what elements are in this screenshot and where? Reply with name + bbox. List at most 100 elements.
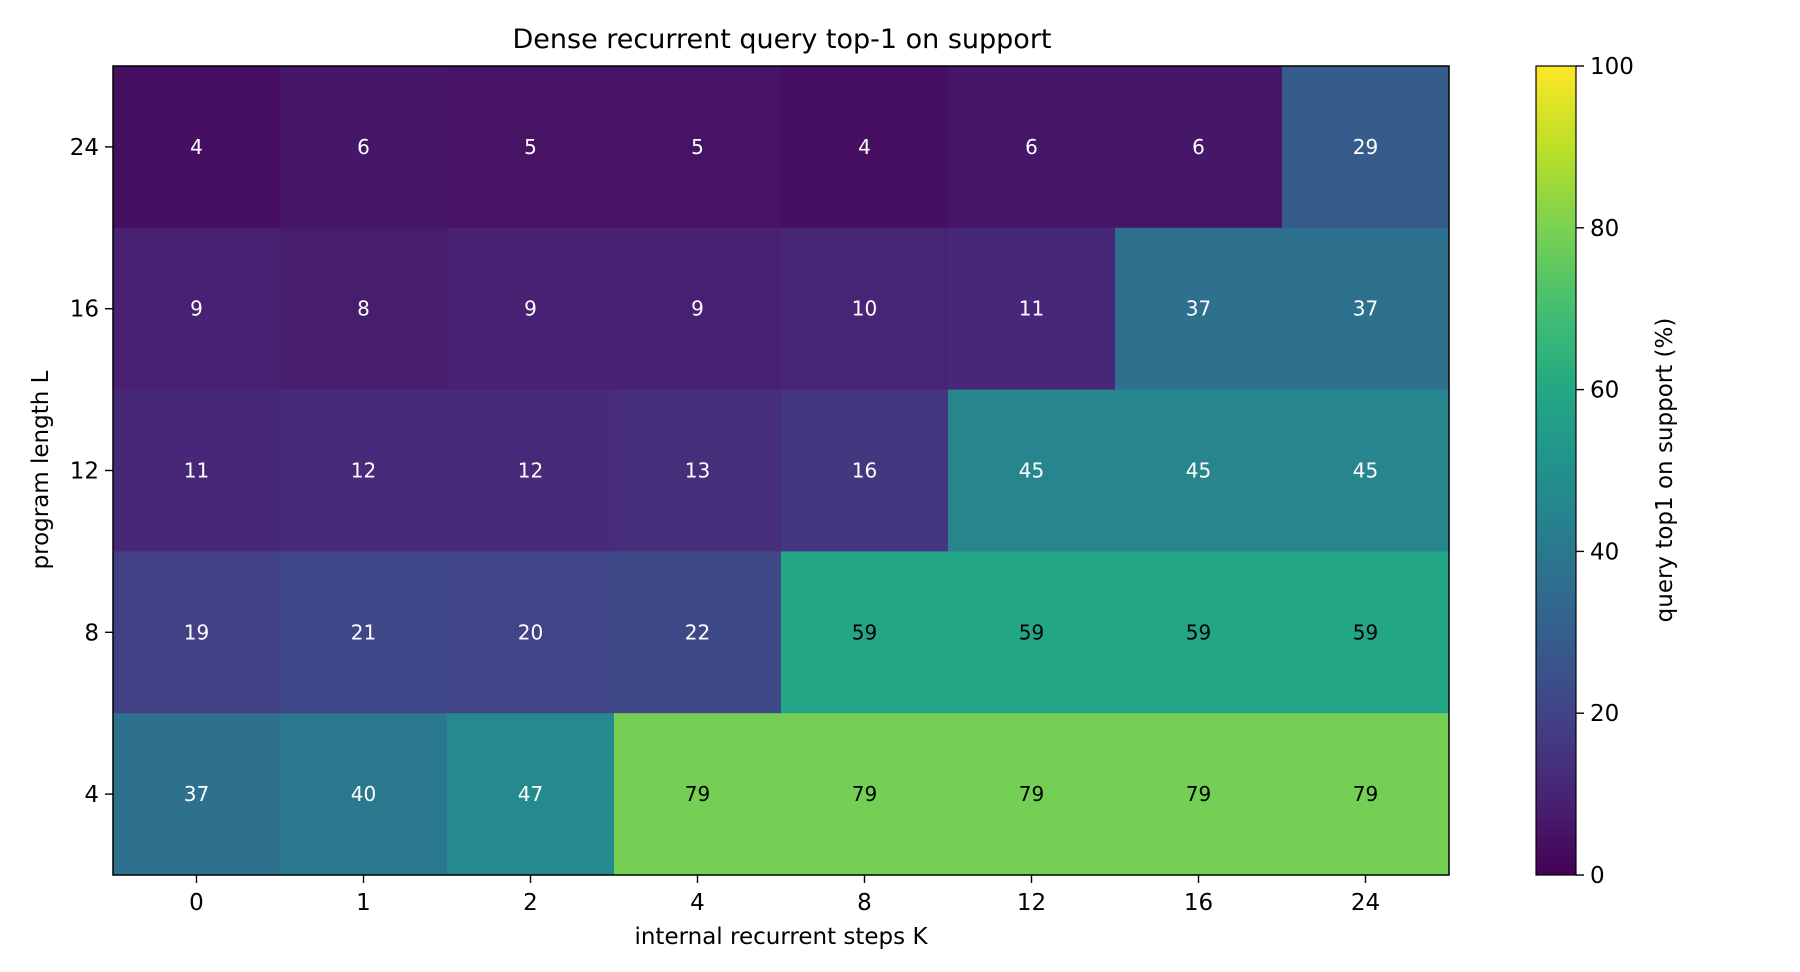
x-tick-label: 1 xyxy=(356,890,371,916)
cell-value-label: 79 xyxy=(1353,782,1378,806)
heatmap-cell xyxy=(447,66,615,229)
heatmap-cell xyxy=(447,551,615,714)
heatmap-cell xyxy=(1282,66,1450,229)
cell-value-label: 59 xyxy=(852,620,877,644)
heatmap-cell xyxy=(948,227,1116,391)
x-tick-label: 24 xyxy=(1351,890,1380,916)
heatmap-cell xyxy=(781,66,949,229)
heatmap-cell xyxy=(614,227,782,391)
colorbar-tick-label: 0 xyxy=(1590,863,1605,889)
heatmap-cell xyxy=(113,713,281,876)
heatmap-cell xyxy=(781,551,949,714)
heatmap-cell xyxy=(948,389,1116,552)
colorbar-tick-label: 100 xyxy=(1590,54,1634,80)
cell-value-label: 8 xyxy=(357,297,370,321)
heatmap-cell xyxy=(447,389,615,552)
heatmap-cell xyxy=(948,713,1116,876)
cell-value-label: 4 xyxy=(190,135,203,159)
chart-title: Dense recurrent query top-1 on support xyxy=(512,24,1051,55)
cell-value-label: 29 xyxy=(1353,135,1378,159)
x-tick-label: 0 xyxy=(189,890,204,916)
heatmap-cell xyxy=(447,713,615,876)
x-tick-label: 2 xyxy=(523,890,538,916)
heatmap-cell xyxy=(280,66,448,229)
colorbar-tick-label: 40 xyxy=(1590,539,1619,565)
heatmap-cells xyxy=(113,66,1450,876)
cell-value-label: 37 xyxy=(1186,297,1211,321)
heatmap-cell xyxy=(948,551,1116,714)
heatmap-cell xyxy=(614,389,782,552)
x-axis-label: internal recurrent steps K xyxy=(634,924,928,950)
y-tick-label: 4 xyxy=(84,782,99,808)
heatmap-cell xyxy=(614,713,782,876)
cell-value-label: 59 xyxy=(1019,620,1044,644)
cell-value-label: 37 xyxy=(1353,297,1378,321)
cell-value-label: 22 xyxy=(685,620,710,644)
heatmap-cell xyxy=(1282,227,1450,391)
heatmap-cell xyxy=(781,227,949,391)
colorbar-tick-label: 20 xyxy=(1590,701,1619,727)
cell-value-label: 13 xyxy=(685,459,710,483)
cell-value-label: 79 xyxy=(1186,782,1211,806)
cell-value-label: 45 xyxy=(1353,459,1378,483)
heatmap-cell xyxy=(280,389,448,552)
heatmap-cell xyxy=(1115,713,1283,876)
heatmap-cell xyxy=(1115,389,1283,552)
cell-value-label: 4 xyxy=(858,135,871,159)
cell-value-label: 6 xyxy=(1192,135,1205,159)
heatmap-cell xyxy=(1115,227,1283,391)
y-tick-label: 12 xyxy=(70,459,99,485)
heatmap-cell xyxy=(113,227,281,391)
x-axis-ticks: 0 1 2 4 8 12 16 24 xyxy=(189,875,1380,916)
colorbar-ticks: 0 20 40 60 80 100 xyxy=(1576,54,1634,889)
heatmap-cell xyxy=(113,389,281,552)
cell-value-label: 45 xyxy=(1019,459,1044,483)
heatmap-cell-labels: 4 6 5 5 4 6 6 29 9 8 9 9 10 11 37 37 11 12 12 13 16 45 45 45 19 2… xyxy=(184,135,1378,806)
heatmap-cell xyxy=(1115,66,1283,229)
y-axis-ticks: 24 16 12 8 4 xyxy=(70,135,113,808)
cell-value-label: 79 xyxy=(1019,782,1044,806)
colorbar xyxy=(1535,65,1577,876)
x-tick-label: 16 xyxy=(1184,890,1213,916)
heatmap-cell xyxy=(614,66,782,229)
colorbar-tick-label: 80 xyxy=(1590,216,1619,242)
cell-value-label: 16 xyxy=(852,459,877,483)
heatmap-cell xyxy=(1282,551,1450,714)
cell-value-label: 59 xyxy=(1353,620,1378,644)
cell-value-label: 21 xyxy=(351,620,376,644)
heatmap-cell xyxy=(1282,713,1450,876)
cell-value-label: 40 xyxy=(351,782,376,806)
cell-value-label: 9 xyxy=(190,297,203,321)
cell-value-label: 37 xyxy=(184,782,209,806)
cell-value-label: 9 xyxy=(691,297,704,321)
cell-value-label: 9 xyxy=(524,297,537,321)
cell-value-label: 20 xyxy=(518,620,543,644)
y-axis-label: program length L xyxy=(28,370,54,569)
x-tick-label: 8 xyxy=(857,890,872,916)
x-tick-label: 12 xyxy=(1017,890,1046,916)
heatmap-cell xyxy=(113,66,281,229)
heatmap-cell xyxy=(447,227,615,391)
cell-value-label: 5 xyxy=(691,135,704,159)
heatmap-cell xyxy=(1282,389,1450,552)
cell-value-label: 6 xyxy=(357,135,370,159)
x-tick-label: 4 xyxy=(690,890,705,916)
cell-value-label: 47 xyxy=(518,782,543,806)
cell-value-label: 19 xyxy=(184,620,209,644)
cell-value-label: 5 xyxy=(524,135,537,159)
heatmap-cell xyxy=(280,713,448,876)
cell-value-label: 6 xyxy=(1025,135,1038,159)
cell-value-label: 12 xyxy=(351,459,376,483)
heatmap-cell xyxy=(1115,551,1283,714)
heatmap-cell xyxy=(781,713,949,876)
heatmap-cell xyxy=(948,66,1116,229)
cell-value-label: 79 xyxy=(852,782,877,806)
heatmap-cell xyxy=(113,551,281,714)
cell-value-label: 10 xyxy=(852,297,877,321)
colorbar-label: query top1 on support (%) xyxy=(1652,318,1678,623)
cell-value-label: 11 xyxy=(184,459,209,483)
colorbar-tick-label: 60 xyxy=(1590,378,1619,404)
heatmap-cell xyxy=(614,551,782,714)
